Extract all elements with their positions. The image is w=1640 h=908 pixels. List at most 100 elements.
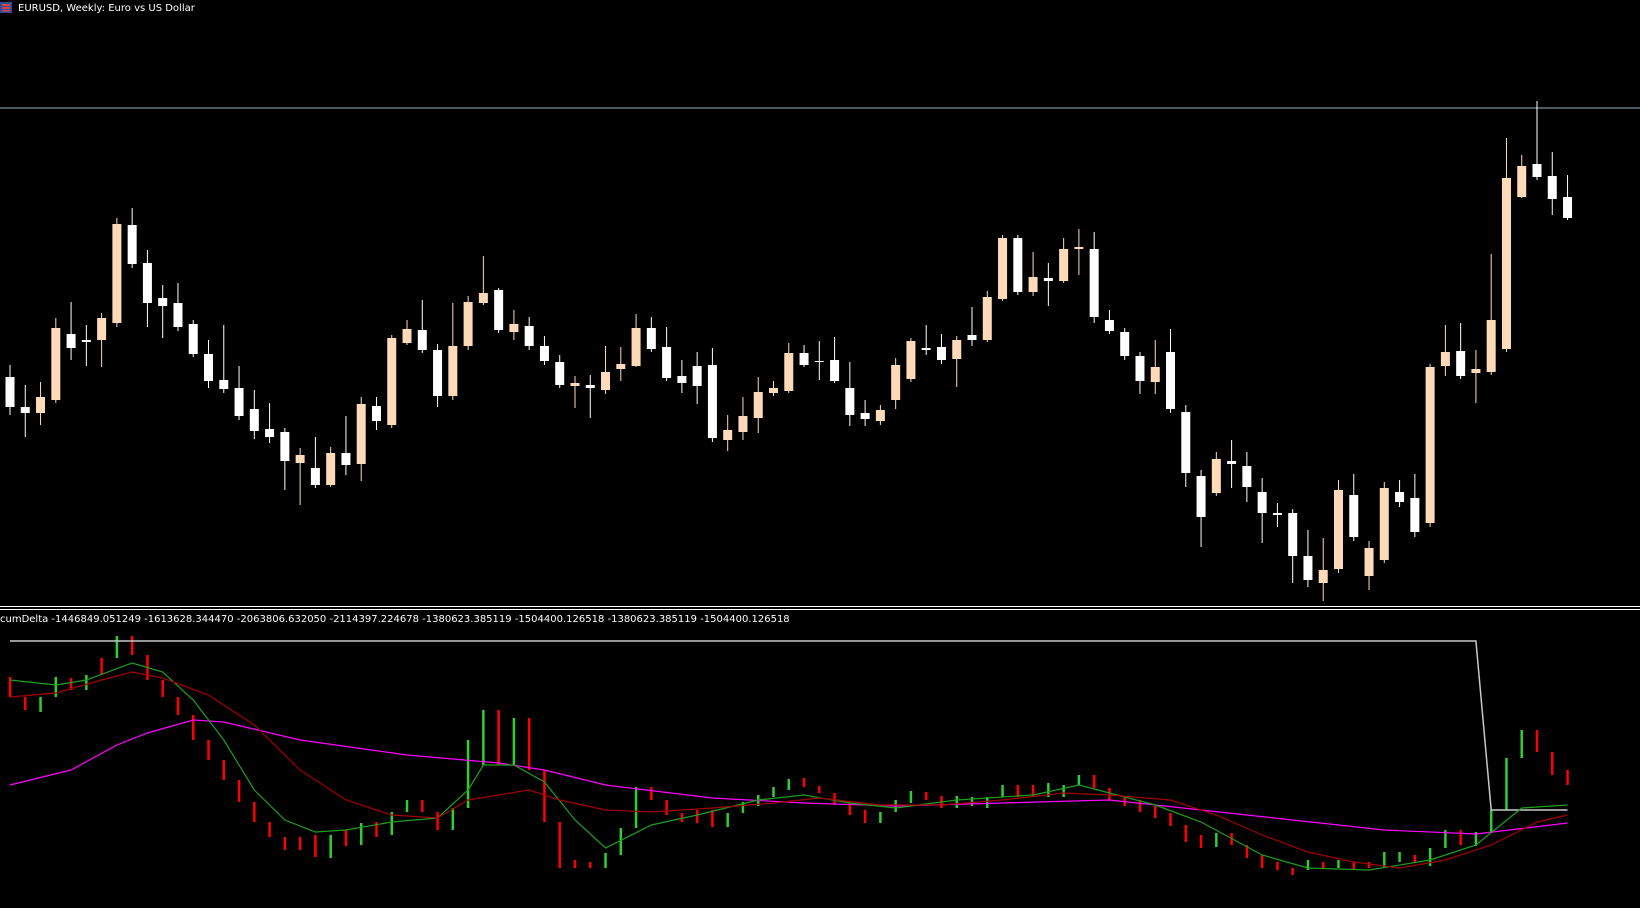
candle-body [249,409,259,431]
candle-body [310,468,320,485]
candle-body [723,430,733,440]
candle-body [952,340,962,359]
candle-body [387,338,397,425]
candle-body [326,453,336,485]
candle-body [1303,556,1313,580]
candle-body [1242,466,1252,487]
candle-body [1379,488,1389,560]
candle-body [219,380,229,389]
candle-body [1288,513,1298,556]
candle-body [112,224,122,323]
candle-body [280,432,290,461]
candle-body [936,347,946,360]
candle-body [860,413,870,419]
candle-body [539,346,549,361]
candle-body [341,453,351,465]
candle-body [356,404,366,464]
candle-body [646,328,656,349]
candle-body [1532,164,1542,177]
candle-body [509,324,519,332]
candle-body [1135,356,1145,381]
candle-body [1425,367,1435,523]
indicator-line [9,662,1568,871]
candle-body [1349,495,1359,537]
candle-body [1501,178,1511,349]
candle-body [814,361,824,362]
candle-body [1410,498,1420,532]
candle-body [66,334,76,348]
candle-body [1104,320,1114,331]
candle-body [769,388,778,393]
candle-body [1257,492,1267,513]
candle-body [1089,249,1099,317]
candle-body [1196,476,1206,517]
candle-body [1013,238,1023,292]
candle-body [204,354,214,381]
candle-body [142,263,152,303]
candle-body [1547,176,1557,199]
candle-body [982,297,992,340]
candle-body [1272,513,1282,515]
candle-body [5,377,15,407]
candle-body [127,225,137,264]
candle-body [402,329,412,343]
candle-body [707,365,717,438]
candle-body [585,385,595,388]
candle-body [845,388,855,415]
candle-body [1181,412,1191,473]
candle-body [234,388,244,416]
candle-body [1074,247,1084,249]
candle-body [1059,249,1069,281]
candle-body [20,407,30,413]
candle-body [875,410,885,421]
candle-body [692,366,702,386]
candle-body [967,335,977,340]
candle-body [1456,351,1466,376]
candle-body [173,303,183,327]
candle-body [478,293,488,303]
candle-body [295,455,305,463]
candle-body [36,397,46,413]
candle-body [906,341,916,379]
candle-body [1028,277,1038,292]
symbol-icon [0,2,12,13]
candle-body [570,383,580,386]
candle-body [799,353,809,365]
candle-body [784,353,794,391]
candle-body [1227,461,1237,464]
candle-body [1471,369,1481,373]
candle-body [188,324,198,354]
candle-body [555,362,565,385]
candle-body [677,376,687,383]
candle-body [1364,548,1374,576]
candle-body [601,372,611,390]
candle-body [463,302,473,346]
candle-body [1486,320,1496,372]
indicator-line [10,640,1568,811]
candle-body [433,350,443,396]
chart-title: EURUSD, Weekly: Euro vs US Dollar [18,3,196,14]
candle-body [1440,352,1450,366]
candle-body [1211,459,1221,493]
candle-body [1043,278,1053,281]
candle-body [81,340,91,342]
indicator-line [9,671,1568,869]
candle-body [921,348,931,350]
candle-body [494,290,504,330]
candle-body [417,330,427,350]
candle-body [1318,570,1328,583]
candle-body [265,429,275,437]
candle-body [738,416,748,432]
candle-body [662,347,672,378]
candle-body [1517,166,1527,197]
candle-body [998,238,1008,299]
candle-body [1333,490,1343,569]
candle-body [1395,492,1405,502]
candle-body [371,406,381,421]
candle-body [1563,197,1573,218]
candle-body [1150,367,1160,382]
candle-body [51,328,61,400]
